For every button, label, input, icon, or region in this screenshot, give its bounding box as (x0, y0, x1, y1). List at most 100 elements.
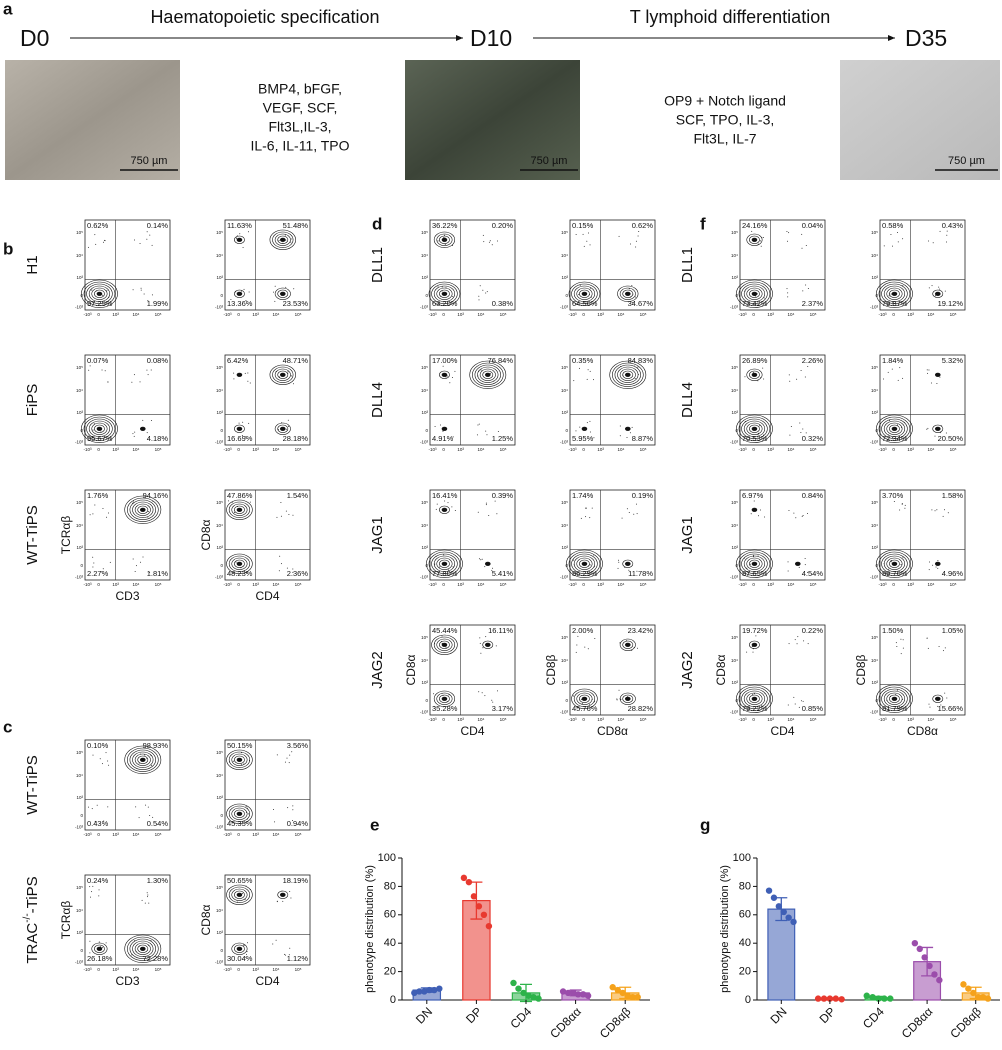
contour (433, 690, 456, 707)
contour (934, 372, 941, 377)
row-label-text: H1 (24, 255, 41, 274)
media-line: Flt3L,IL-3, (268, 119, 331, 135)
contour (581, 426, 588, 431)
panel-label: c (3, 717, 12, 736)
x-tick-label: 10³ (767, 447, 774, 452)
event-dot (482, 647, 484, 649)
event-dot (807, 643, 809, 645)
contour (573, 555, 596, 572)
event-dot (897, 424, 899, 426)
event-dot (441, 635, 443, 637)
event-dot (488, 241, 490, 243)
y-tick-label: 10³ (76, 795, 83, 800)
event-dot (891, 368, 893, 370)
x-tick-label: 10⁴ (618, 717, 625, 722)
row-label: DLL4 (369, 382, 386, 418)
event-dot (578, 367, 580, 369)
event-dot (485, 502, 487, 504)
event-dot (897, 379, 899, 381)
quadrant-percent: 0.08% (147, 356, 169, 365)
x-tick-label: 10⁴ (788, 447, 795, 452)
event-dot (89, 952, 91, 954)
panel-label: g (700, 815, 710, 834)
event-dot (893, 500, 895, 502)
quadrant-percent: 2.26% (802, 356, 824, 365)
quadrant-percent: 1.30% (147, 876, 169, 885)
x-tick-label: 0 (752, 582, 755, 587)
event-dot (292, 568, 294, 570)
event-dot (807, 365, 809, 367)
event-dot (101, 369, 103, 371)
event-dot (279, 555, 281, 557)
x-tick-label: 0 (582, 312, 585, 317)
quadrant-percent: 26.89% (742, 356, 768, 365)
contour (124, 745, 162, 774)
x-tick-label: 10⁴ (273, 832, 280, 837)
quadrant-percent: 0.10% (87, 741, 109, 750)
data-point (936, 976, 943, 984)
contour (234, 235, 245, 244)
event-dot (93, 562, 95, 564)
row-label: H1 (24, 255, 41, 274)
flow-plot-frame (84, 354, 171, 446)
event-dot (476, 434, 478, 436)
contour (433, 636, 456, 653)
event-dot (575, 430, 577, 432)
event-dot (274, 285, 276, 287)
event-dot (636, 647, 638, 649)
event-dot (439, 566, 441, 568)
flow-plot-frame (224, 489, 311, 581)
x-tick-label: -10³ (879, 582, 888, 587)
data-point (569, 989, 577, 997)
x-tick-label: 0 (892, 312, 895, 317)
event-dot (439, 424, 441, 426)
y-tick-label: 20 (739, 966, 751, 978)
data-point (520, 989, 527, 997)
event-dot (753, 693, 755, 695)
event-dot (942, 650, 944, 652)
row-label-text: DLL4 (369, 382, 386, 418)
contour (234, 289, 245, 298)
event-dot (247, 380, 249, 382)
quadrant-percent: 16.41% (432, 491, 458, 500)
contour (579, 694, 590, 703)
y-tick-label: 10⁴ (731, 658, 738, 663)
event-dot (248, 813, 250, 815)
contour (91, 287, 108, 300)
quadrant-percent: 23.42% (628, 626, 654, 635)
contour (228, 886, 251, 903)
y-tick-label: 10⁵ (421, 635, 428, 640)
data-point (564, 989, 572, 997)
contour (609, 360, 647, 389)
event-dot (901, 503, 903, 505)
data-point (931, 971, 938, 978)
y-tick-label: -10³ (420, 574, 429, 579)
event-dot (932, 564, 934, 566)
y-tick-label: 10³ (871, 410, 878, 415)
event-dot (107, 381, 109, 383)
contour (881, 553, 908, 574)
event-dot (235, 561, 237, 563)
contour (738, 281, 771, 306)
flow-plot-frame (739, 219, 826, 311)
x-tick-label: 10⁵ (950, 447, 957, 452)
event-dot (902, 639, 904, 641)
x-tick-label: 0 (582, 582, 585, 587)
contour (439, 370, 450, 379)
event-dot (628, 288, 630, 290)
data-point (460, 874, 468, 882)
event-dot (454, 370, 456, 372)
data-point (960, 981, 967, 988)
y-tick-label: 10⁵ (216, 885, 223, 890)
y-tick-label: -10³ (215, 574, 224, 579)
event-dot (286, 567, 288, 569)
event-dot (143, 293, 145, 295)
event-dot (934, 510, 936, 512)
x-tick-label: 10³ (112, 832, 119, 837)
y-tick-label: 60 (384, 909, 396, 921)
event-dot (287, 371, 289, 373)
event-dot (89, 940, 91, 942)
event-dot (144, 754, 146, 756)
event-dot (443, 234, 445, 236)
contour (439, 694, 450, 703)
